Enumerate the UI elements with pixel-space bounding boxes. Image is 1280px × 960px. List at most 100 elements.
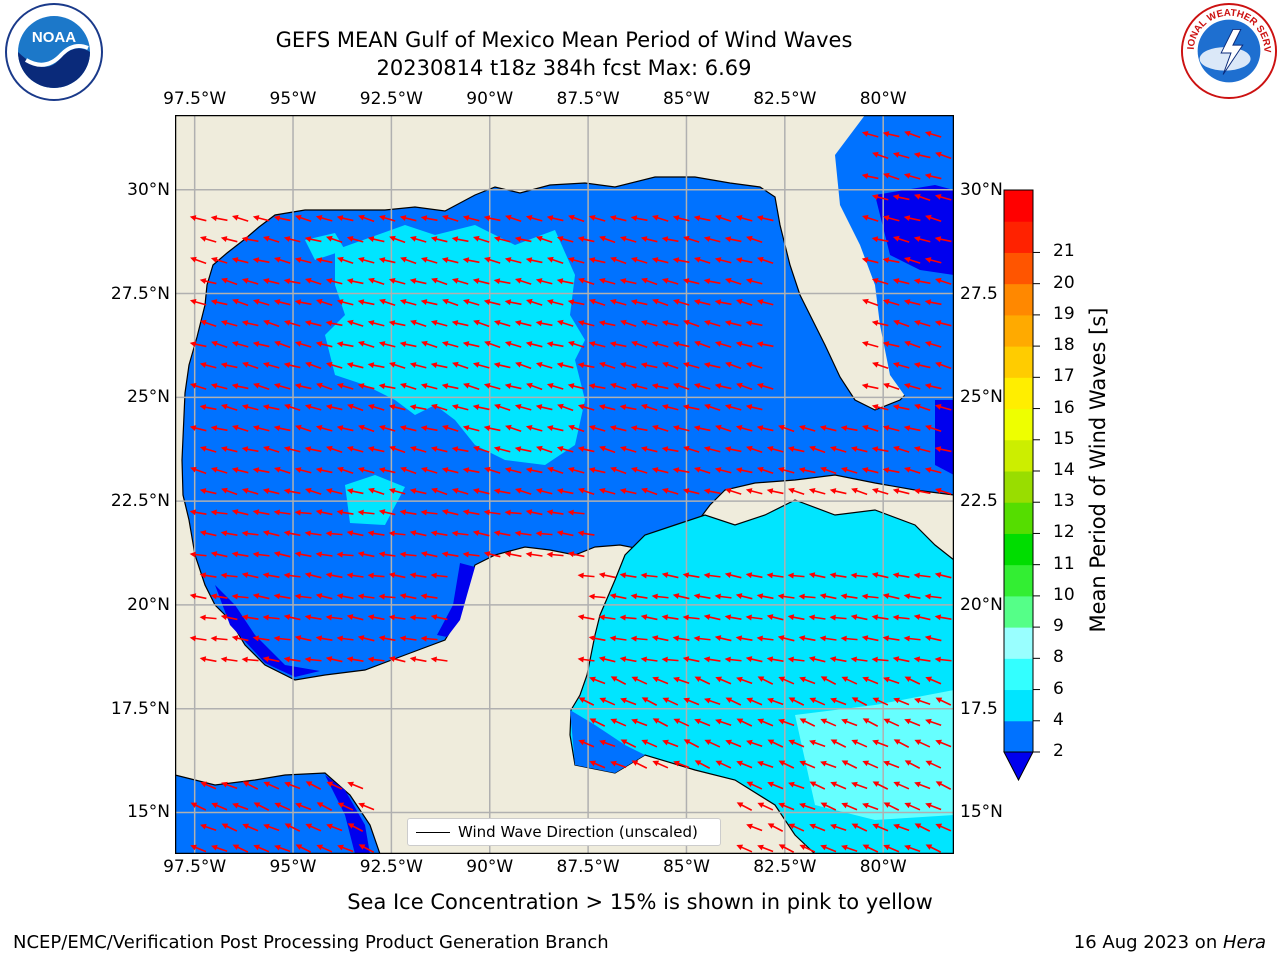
nws-logo: NATIONAL WEATHER SERVICE	[1180, 2, 1278, 100]
wind-arrow	[379, 298, 396, 306]
wind-arrow	[640, 403, 658, 411]
wind-arrow	[337, 844, 354, 853]
wind-arrow	[346, 446, 364, 453]
wind-arrow	[651, 214, 669, 222]
wind-arrow	[210, 425, 228, 432]
wind-arrow	[861, 257, 879, 264]
wind-arrow	[829, 445, 847, 453]
wind-arrow	[610, 676, 627, 685]
wind-arrow	[283, 446, 301, 453]
wind-arrow	[892, 614, 910, 621]
wind-arrow	[294, 299, 312, 306]
wind-arrow	[430, 320, 448, 327]
wind-arrow	[714, 635, 732, 642]
wind-arrow	[913, 278, 931, 285]
wind-arrow	[830, 697, 847, 706]
wind-arrow	[231, 424, 249, 432]
wind-arrow	[925, 718, 942, 727]
wind-arrow	[661, 404, 679, 411]
wind-arrow	[567, 299, 585, 306]
wind-arrow	[766, 572, 784, 579]
lon-tick-bottom: 97.5°W	[163, 857, 227, 877]
wind-arrow	[472, 530, 490, 537]
wind-arrow	[472, 445, 490, 453]
wind-arrow	[283, 656, 301, 663]
wind-arrow	[756, 635, 774, 642]
wind-arrow	[336, 341, 354, 348]
wind-arrow	[883, 844, 900, 853]
noaa-logo-text: NOAA	[32, 29, 76, 46]
wind-arrow	[462, 425, 480, 432]
wind-arrow	[189, 593, 207, 600]
wind-arrow	[673, 718, 690, 727]
wind-arrow	[221, 487, 238, 496]
wind-arrow	[199, 235, 217, 243]
wind-arrow	[913, 362, 931, 369]
wind-arrow	[283, 278, 301, 285]
wind-arrow	[567, 509, 585, 516]
wind-arrow	[399, 635, 417, 642]
wind-arrow	[745, 361, 763, 369]
wind-arrow	[336, 215, 354, 222]
wind-arrow	[232, 298, 249, 307]
wind-arrow	[305, 823, 322, 832]
wind-arrow	[735, 425, 753, 432]
wind-arrow	[252, 467, 270, 474]
wind-arrow	[252, 425, 270, 432]
wind-arrow	[220, 446, 238, 453]
wind-arrow	[619, 362, 637, 369]
wind-arrow	[399, 509, 417, 516]
colorbar-tick-label: 18	[1053, 335, 1075, 356]
wind-arrow	[934, 572, 952, 579]
wind-arrow	[714, 467, 732, 474]
wind-arrow	[420, 551, 438, 558]
wind-arrow	[787, 656, 805, 663]
wind-arrow	[315, 298, 333, 306]
wind-arrow	[505, 214, 522, 222]
colorbar-tick-label: 15	[1053, 428, 1075, 449]
wind-arrow	[315, 593, 333, 600]
wind-arrow	[367, 446, 385, 453]
wind-arrow	[326, 235, 343, 243]
lat-tick-left: 27.5°N	[110, 283, 170, 304]
wind-arrow	[672, 635, 690, 642]
colorbar-segment	[1004, 627, 1033, 659]
wind-arrow	[347, 781, 364, 790]
wind-arrow	[703, 656, 721, 663]
wind-arrow	[325, 530, 343, 537]
wind-arrow	[409, 404, 427, 411]
wind-arrow	[263, 823, 280, 832]
wind-arrow	[820, 676, 837, 685]
wind-arrow	[504, 257, 522, 264]
wind-arrow	[788, 487, 805, 495]
wind-arrow	[325, 572, 343, 579]
wind-arrow	[399, 425, 417, 432]
wind-arrow	[536, 445, 553, 453]
wind-arrow	[430, 656, 448, 663]
wind-arrow	[325, 404, 343, 411]
wind-arrow	[914, 823, 931, 832]
wind-arrow	[871, 194, 889, 201]
wind-arrow	[808, 614, 826, 621]
wind-arrow	[284, 781, 301, 790]
wind-arrow	[619, 235, 637, 243]
chart-title-line2: 20230814 t18z 384h fcst Max: 6.69	[376, 56, 752, 80]
wind-arrow	[808, 572, 826, 579]
colorbar-segment	[1004, 377, 1033, 410]
wind-arrow	[546, 341, 564, 348]
wind-arrow	[189, 425, 207, 432]
wind-arrow	[430, 530, 448, 537]
wind-arrow	[294, 257, 312, 264]
wind-arrow	[316, 382, 333, 391]
wind-arrow	[661, 656, 679, 663]
wind-arrow	[934, 320, 952, 327]
wind-arrow	[514, 530, 532, 537]
wind-arrow	[357, 551, 375, 558]
wind-arrow	[368, 277, 385, 285]
wind-arrow	[882, 341, 900, 348]
wind-arrow	[598, 278, 616, 285]
wind-arrow	[367, 362, 385, 369]
wind-arrow	[346, 614, 364, 621]
wind-arrow	[934, 446, 952, 453]
wind-arrow	[190, 802, 207, 811]
